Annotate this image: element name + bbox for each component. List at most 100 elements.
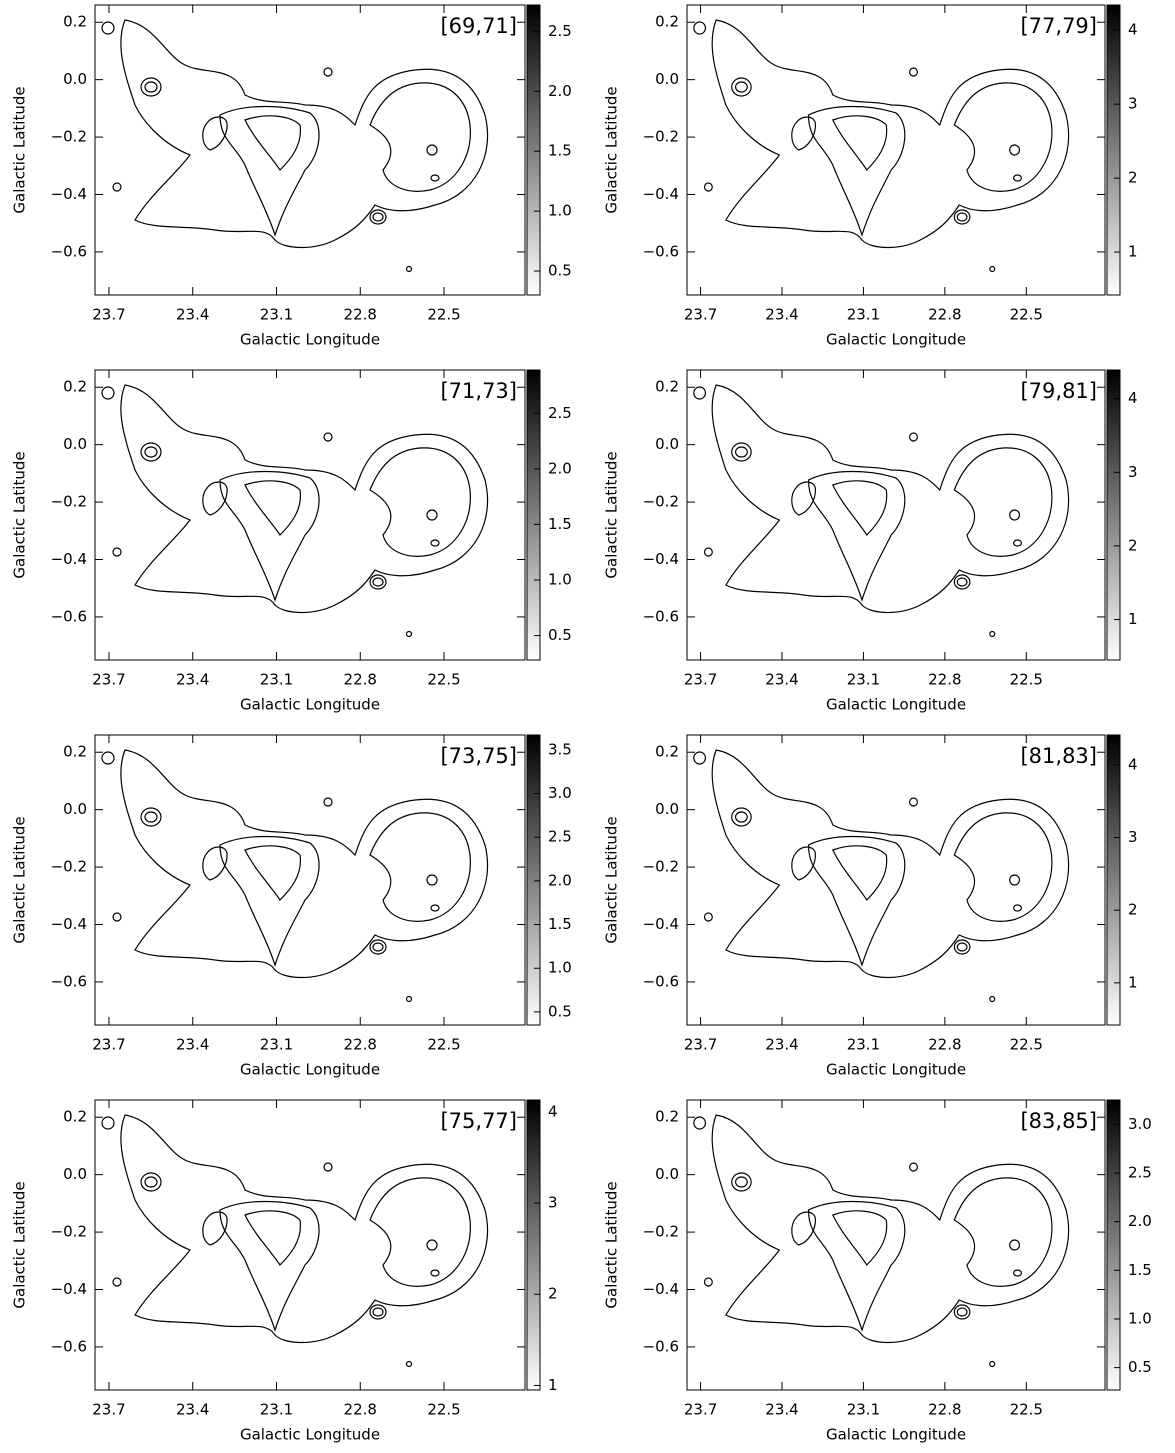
x-tick-label: 22.5 bbox=[427, 1036, 460, 1054]
colorbar-tick-label: 2 bbox=[1128, 536, 1138, 554]
colorbar-tick-label: 1.5 bbox=[548, 915, 572, 933]
x-tick-label: 23.1 bbox=[847, 1036, 880, 1054]
colorbar-tick-label: 1 bbox=[1128, 610, 1138, 628]
colorbar-tick-label: 3 bbox=[1128, 463, 1138, 481]
colorbar-tick-label: 1.5 bbox=[548, 142, 572, 160]
x-tick-label: 23.4 bbox=[765, 1401, 798, 1419]
y-tick-label: 0.0 bbox=[63, 800, 87, 818]
y-tick-label: 0.2 bbox=[655, 1108, 679, 1126]
colorbar-tick-label: 1.5 bbox=[1128, 1261, 1152, 1279]
x-axis-label: Galactic Longitude bbox=[826, 696, 966, 714]
contours bbox=[693, 749, 1070, 1003]
x-axis-label: Galactic Longitude bbox=[826, 1426, 966, 1444]
x-axis-label: Galactic Longitude bbox=[826, 331, 966, 349]
x-tick-label: 23.7 bbox=[684, 671, 717, 689]
colorbar-tick-label: 4 bbox=[1128, 21, 1138, 39]
y-tick-label: 0.2 bbox=[63, 1108, 87, 1126]
contours bbox=[101, 749, 489, 1003]
contours bbox=[693, 384, 1070, 638]
x-tick-label: 22.8 bbox=[928, 671, 961, 689]
plot-frame bbox=[686, 369, 1106, 661]
x-tick-label: 22.8 bbox=[344, 1401, 377, 1419]
colorbar-tick-label: 4 bbox=[1128, 755, 1138, 773]
colorbar-tick-label: 4 bbox=[1128, 389, 1138, 407]
colorbar-tick-label: 1.0 bbox=[1128, 1309, 1152, 1327]
y-tick-label: 0.0 bbox=[63, 1165, 87, 1183]
panel-label: [71,73] bbox=[440, 379, 517, 403]
y-axis-label: Galactic Latitude bbox=[11, 451, 29, 578]
y-tick-label: 0.0 bbox=[63, 435, 87, 453]
y-tick-label: 0.2 bbox=[63, 378, 87, 396]
colorbar-tick-label: 2.5 bbox=[1128, 1163, 1152, 1181]
panel-label: [69,71] bbox=[440, 14, 517, 38]
y-tick-label: −0.2 bbox=[51, 858, 87, 876]
plot-frame bbox=[94, 1099, 526, 1391]
y-tick-label: −0.6 bbox=[51, 972, 87, 990]
contours bbox=[693, 19, 1070, 273]
y-axis-label: Galactic Latitude bbox=[603, 1181, 621, 1308]
x-tick-label: 22.5 bbox=[1010, 1036, 1043, 1054]
panel: 23.7 23.4 23.1 22.8 22.5 0.2 0.0 −0.2 −0.4 −0.6 Ga… bbox=[11, 369, 572, 714]
colorbar-tick-label: 2.0 bbox=[548, 871, 572, 889]
colorbar-tick-label: 1 bbox=[1128, 243, 1138, 261]
y-tick-label: −0.2 bbox=[643, 858, 679, 876]
x-tick-label: 23.4 bbox=[176, 671, 209, 689]
y-tick-label: −0.4 bbox=[643, 185, 679, 203]
x-tick-label: 22.5 bbox=[427, 1401, 460, 1419]
x-tick-label: 23.1 bbox=[847, 1401, 880, 1419]
colorbar-tick-label: 4 bbox=[548, 1102, 558, 1120]
x-axis-label: Galactic Longitude bbox=[240, 331, 380, 349]
colorbar-tick-label: 3 bbox=[1128, 95, 1138, 113]
x-tick-label: 22.8 bbox=[928, 1401, 961, 1419]
x-tick-label: 22.8 bbox=[344, 306, 377, 324]
panel-label: [79,81] bbox=[1020, 379, 1097, 403]
plot-frame bbox=[686, 4, 1106, 296]
panel-label: [73,75] bbox=[440, 744, 517, 768]
y-tick-label: −0.6 bbox=[51, 242, 87, 260]
y-tick-label: −0.4 bbox=[51, 915, 87, 933]
plot-frame bbox=[94, 734, 526, 1026]
colorbar-tick-label: 3.5 bbox=[548, 740, 572, 758]
y-tick-label: 0.0 bbox=[655, 800, 679, 818]
colorbar-tick-label: 3.0 bbox=[548, 784, 572, 802]
x-tick-label: 23.1 bbox=[847, 306, 880, 324]
colorbar-tick-label: 0.5 bbox=[548, 262, 572, 280]
colorbar-tick-label: 3 bbox=[1128, 828, 1138, 846]
colorbar-tick-label: 0.5 bbox=[548, 1002, 572, 1020]
x-tick-label: 23.1 bbox=[260, 1036, 293, 1054]
x-tick-label: 23.7 bbox=[684, 1036, 717, 1054]
y-tick-label: 0.2 bbox=[655, 13, 679, 31]
contours bbox=[101, 1114, 489, 1368]
y-axis-label: Galactic Latitude bbox=[603, 451, 621, 578]
y-tick-label: −0.2 bbox=[51, 1223, 87, 1241]
y-tick-label: −0.2 bbox=[51, 128, 87, 146]
panel: 23.7 23.4 23.1 22.8 22.5 0.2 0.0 −0.2 −0.4 −0.6 Ga… bbox=[11, 734, 572, 1079]
y-tick-label: −0.4 bbox=[643, 1280, 679, 1298]
x-tick-label: 22.8 bbox=[928, 1036, 961, 1054]
colorbar bbox=[1106, 1099, 1121, 1391]
plot-frame bbox=[686, 1099, 1106, 1391]
colorbar-tick-label: 2.5 bbox=[548, 828, 572, 846]
y-tick-label: 0.2 bbox=[63, 743, 87, 761]
colorbar bbox=[526, 4, 541, 296]
x-tick-label: 23.1 bbox=[847, 671, 880, 689]
panel-label: [77,79] bbox=[1020, 14, 1097, 38]
colorbar-tick-label: 2.0 bbox=[1128, 1212, 1152, 1230]
x-tick-label: 22.8 bbox=[928, 306, 961, 324]
x-tick-label: 23.7 bbox=[92, 1036, 125, 1054]
plot-frame bbox=[94, 369, 526, 661]
x-tick-label: 23.7 bbox=[92, 671, 125, 689]
panel: 23.7 23.4 23.1 22.8 22.5 0.2 0.0 −0.2 −0.4 −0.6 Ga… bbox=[603, 1099, 1152, 1444]
x-tick-label: 23.7 bbox=[684, 306, 717, 324]
x-tick-label: 23.7 bbox=[684, 1401, 717, 1419]
panel: 23.7 23.4 23.1 22.8 22.5 0.2 0.0 −0.2 −0.4 −0.6 Ga… bbox=[603, 734, 1138, 1079]
y-tick-label: −0.2 bbox=[643, 493, 679, 511]
colorbar-tick-label: 1 bbox=[548, 1376, 558, 1394]
y-tick-label: −0.2 bbox=[51, 493, 87, 511]
colorbar-tick-label: 2 bbox=[548, 1285, 558, 1303]
y-tick-label: 0.0 bbox=[63, 70, 87, 88]
y-axis-label: Galactic Latitude bbox=[603, 816, 621, 943]
colorbar-tick-label: 1.0 bbox=[548, 571, 572, 589]
x-axis-label: Galactic Longitude bbox=[240, 1061, 380, 1079]
y-tick-label: −0.6 bbox=[643, 972, 679, 990]
